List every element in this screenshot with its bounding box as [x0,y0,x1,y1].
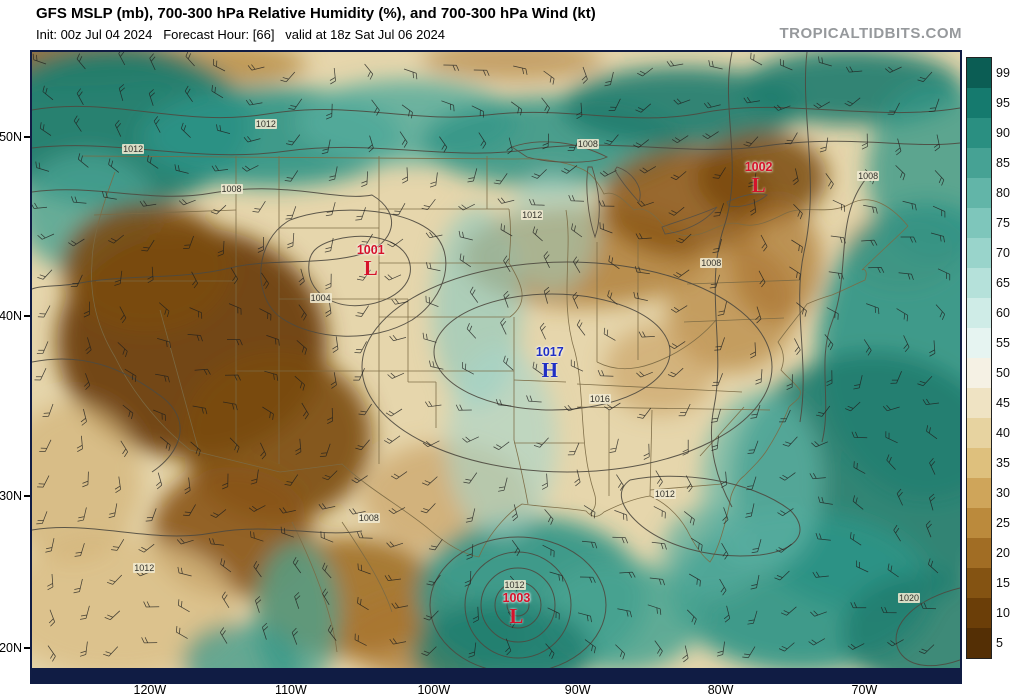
colorbar-cell [967,508,991,538]
watermark: TROPICALTIDBITS.COM [779,25,962,42]
map-title: GFS MSLP (mb), 700-300 hPa Relative Humi… [36,5,596,22]
colorbar-cell [967,598,991,628]
colorbar-cell [967,328,991,358]
colorbar-cell [967,208,991,238]
colorbar-cell [967,148,991,178]
lat-tick-mark [24,494,30,497]
colorbar-cell [967,178,991,208]
colorbar-tick-label: 40 [996,426,1010,440]
lat-tick-mark [24,136,30,138]
colorbar-tick-label: 5 [996,636,1003,650]
colorbar-cell [967,268,991,298]
colorbar-tick-label: 65 [996,276,1010,290]
colorbar-cell [967,478,991,508]
lon-tick-label: 100W [417,683,451,696]
lon-tick-label: 70W [851,683,878,696]
wind-barbs [32,52,951,663]
colorbar-tick-label: 60 [996,306,1010,320]
lat-tick-label: 50N [0,130,22,144]
colorbar-cell [967,58,991,88]
colorbar-tick-label: 25 [996,516,1010,530]
colorbar-tick-label: 10 [996,606,1010,620]
lat-tick-label: 40N [0,309,22,324]
weather-map-image [32,52,960,668]
colorbar-tick-label: 95 [996,96,1010,110]
lon-tick-label: 80W [707,683,734,696]
colorbar-tick-label: 75 [996,216,1010,230]
colorbar-tick-label: 35 [996,456,1010,470]
humidity-colorbar-labels: 99 95 90 85 80 75 70 65 60 55 50 45 40 35 30 25 20 15 10 5 [996,58,1024,658]
colorbar-cell [967,448,991,478]
lon-tick-label: 110W [275,683,307,696]
colorbar-cell [967,538,991,568]
lat-tick-label: 30N [0,488,22,503]
map-frame: 1001 L 1002 L 1017 H 1003 L 1012 1012 1008 1012 1008… [30,50,962,684]
colorbar-cell [967,118,991,148]
colorbar-cell [967,358,991,388]
colorbar-tick-label: 50 [996,366,1010,380]
lon-tick-label: 120W [133,683,167,696]
great-lakes [510,141,768,239]
colorbar-tick-label: 30 [996,486,1010,500]
colorbar-cell [967,88,991,118]
colorbar-tick-label: 85 [996,156,1010,170]
lon-tick-label: 90W [564,683,591,696]
lat-tick-mark [24,647,30,650]
lat-tick-label: 20N [0,641,22,656]
colorbar-tick-label: 20 [996,546,1010,560]
isobar-contours [32,52,960,668]
colorbar-cell [967,568,991,598]
colorbar-tick-label: 55 [996,336,1010,350]
humidity-shading [32,52,960,668]
colorbar-cell [967,298,991,328]
lat-axis: 50N 40N 30N 20N [0,52,30,668]
colorbar-cell [967,628,991,658]
colorbar-cell [967,418,991,448]
humidity-colorbar [966,57,992,659]
colorbar-tick-label: 45 [996,396,1010,410]
colorbar-tick-label: 99 [996,66,1010,80]
lat-tick-mark [24,315,30,318]
colorbar-cell [967,238,991,268]
lon-axis: 120W 110W 100W 90W 80W 70W [32,683,960,696]
colorbar-tick-label: 15 [996,576,1010,590]
colorbar-tick-label: 90 [996,126,1010,140]
colorbar-tick-label: 80 [996,186,1010,200]
colorbar-tick-label: 70 [996,246,1010,260]
init-info: Init: 00z Jul 04 2024 Forecast Hour: [66… [36,27,446,42]
colorbar-cell [967,388,991,418]
